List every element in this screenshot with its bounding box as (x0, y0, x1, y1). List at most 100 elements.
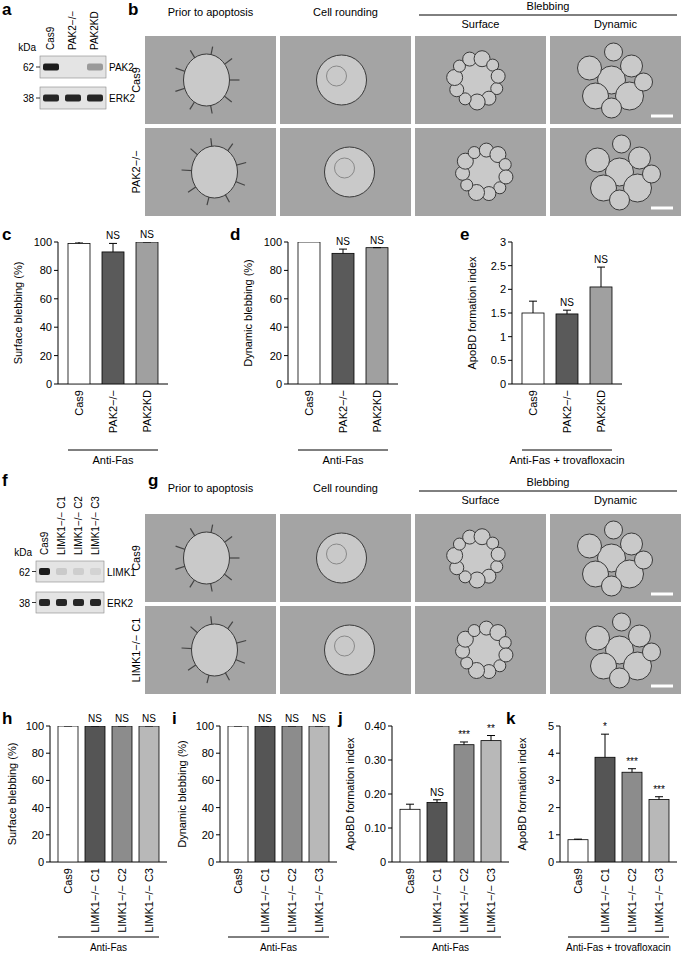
column-label: Dynamic (594, 494, 637, 506)
bar (102, 252, 124, 384)
group-line (68, 450, 158, 451)
y-axis (50, 726, 51, 862)
x-tick-label: LIMK1−/− C1 (89, 868, 101, 933)
nucleus (335, 636, 355, 656)
x-axis-label: Anti-Fas (260, 942, 297, 953)
error-bar (315, 726, 323, 727)
bar (427, 803, 447, 863)
y-tick-label: 20 (32, 829, 44, 841)
y-tick (388, 794, 392, 795)
cell (184, 532, 230, 584)
bar (58, 726, 78, 862)
error-cap (563, 310, 571, 311)
nucleus (327, 544, 347, 564)
y-tick (284, 270, 288, 271)
micrograph (415, 36, 546, 124)
cell (586, 148, 610, 172)
scale-bar (651, 115, 673, 118)
significance-label: NS (115, 713, 129, 724)
y-tick (46, 834, 50, 835)
y-tick (508, 242, 512, 243)
micrograph-bg (280, 606, 411, 694)
bar (556, 314, 578, 384)
error-line (410, 804, 411, 809)
bar (649, 799, 669, 862)
cell (192, 146, 238, 198)
panel-letter: i (172, 709, 177, 728)
micrograph-bg (145, 36, 276, 124)
micrograph (145, 128, 276, 216)
cell (192, 624, 238, 676)
cell (469, 94, 485, 110)
x-tick-label: Cas9 (73, 390, 85, 416)
cell (578, 56, 602, 80)
error-bar (261, 726, 269, 727)
blot-strip (36, 592, 104, 613)
bar (622, 772, 642, 862)
bar (568, 840, 588, 862)
y-tick-label: 2.5 (491, 260, 506, 272)
marker-label: 38 (19, 598, 31, 609)
significance-label: NS (142, 713, 156, 724)
panel-letter: g (148, 471, 158, 490)
plot-area (400, 736, 501, 862)
column-label: Surface (462, 18, 500, 30)
group-line (568, 937, 669, 938)
plot-area (298, 242, 388, 384)
micrograph (280, 128, 411, 216)
error-bar (64, 726, 72, 727)
y-tick (216, 726, 220, 727)
x-tick-label: LIMK1−/− C3 (485, 868, 497, 933)
significance-label: NS (88, 713, 102, 724)
y-tick (46, 862, 50, 863)
y-axis-label: ApoBD formation index (344, 737, 356, 851)
error-cap (288, 726, 296, 727)
y-tick-label: 60 (32, 774, 44, 786)
error-bar (75, 242, 83, 243)
column-label: Prior to apoptosis (168, 482, 254, 494)
y-tick-label: 20 (40, 350, 52, 362)
lane-label: LIMK1−/− C1 (56, 496, 67, 555)
y-tick-label: 80 (270, 264, 282, 276)
micrograph-bg (145, 606, 276, 694)
marker-tick (32, 602, 36, 603)
group-label: Blebbing (527, 476, 570, 488)
x-tick-label: LIMK1−/− C2 (458, 868, 470, 933)
y-tick (556, 726, 560, 727)
cell (325, 147, 375, 197)
bar (255, 726, 275, 862)
y-tick (284, 384, 288, 385)
y-tick-label: 3 (548, 774, 554, 786)
y-tick (284, 242, 288, 243)
error-cap (574, 839, 582, 840)
y-axis-label: Dynamic blebbing (%) (242, 259, 254, 367)
y-tick (54, 355, 58, 356)
y-tick-label: 3 (500, 236, 506, 248)
error-line (491, 736, 492, 741)
row-label: Cas9 (130, 545, 142, 571)
y-axis (58, 242, 59, 384)
y-tick-label: 20 (270, 350, 282, 362)
significance-label: *** (458, 729, 470, 740)
y-axis (288, 242, 289, 384)
y-tick (284, 298, 288, 299)
micrograph (550, 606, 681, 694)
significance-label: NS (430, 787, 444, 798)
y-tick (388, 828, 392, 829)
unit-label: kDa (14, 547, 32, 558)
x-tick-label: PAK2KD (371, 390, 383, 433)
column-label: Dynamic (594, 18, 637, 30)
micrograph (145, 606, 276, 694)
marker-label: 38 (23, 93, 35, 104)
x-tick-label: LIMK1−/− C1 (431, 868, 443, 933)
band (43, 64, 59, 71)
error-bar (601, 734, 609, 757)
error-bar (597, 267, 605, 287)
y-tick (556, 780, 560, 781)
cell (613, 135, 631, 153)
error-cap (406, 804, 414, 805)
band (43, 95, 59, 102)
cell (499, 648, 513, 662)
significance-label: NS (336, 236, 350, 247)
group-label: Blebbing (527, 0, 570, 12)
